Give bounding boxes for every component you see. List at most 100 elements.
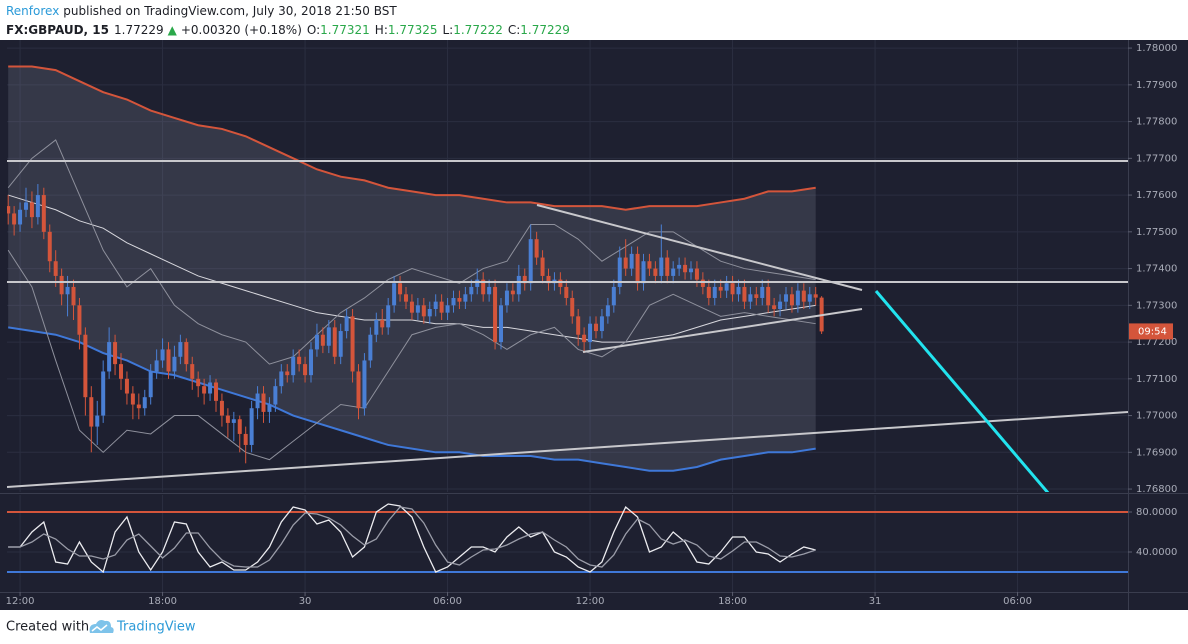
candle-body bbox=[694, 268, 699, 280]
candle-body bbox=[760, 286, 765, 298]
candle-body bbox=[570, 297, 575, 317]
candle-body bbox=[113, 342, 118, 365]
candle-body bbox=[493, 286, 498, 343]
low-value: 1.77222 bbox=[453, 23, 503, 37]
candle-body bbox=[172, 356, 177, 372]
candle-body bbox=[564, 286, 569, 298]
candle-body bbox=[190, 364, 195, 379]
candle-body bbox=[789, 294, 794, 306]
candle-body bbox=[700, 279, 705, 287]
candle-body bbox=[807, 294, 812, 302]
publish-line: Renforex published on TradingView.com, Ju… bbox=[6, 4, 397, 18]
oscillator-line bbox=[8, 506, 816, 568]
high-label: H: bbox=[375, 23, 388, 37]
high-value: 1.77325 bbox=[388, 23, 438, 37]
candle-body bbox=[671, 268, 676, 276]
candle-body bbox=[101, 371, 106, 416]
x-tick-label: 06:00 bbox=[1003, 596, 1032, 607]
candle-body bbox=[754, 294, 759, 298]
candle-body bbox=[41, 195, 46, 232]
candle-body bbox=[59, 275, 64, 295]
candle-body bbox=[540, 257, 545, 276]
projection-line bbox=[874, 290, 1050, 492]
candle-body bbox=[724, 283, 729, 291]
x-tick-label: 12:00 bbox=[6, 596, 35, 607]
last-price: 1.77229 bbox=[114, 23, 164, 37]
countdown-label: 09:54 bbox=[1138, 326, 1167, 337]
candle-body bbox=[273, 386, 278, 405]
candle-body bbox=[528, 239, 533, 284]
candle-body bbox=[326, 327, 331, 346]
candle-body bbox=[83, 334, 88, 398]
candle-body bbox=[635, 253, 640, 284]
candle-body bbox=[730, 283, 735, 295]
candle-body bbox=[659, 257, 664, 276]
y-tick-label: 1.77700 bbox=[1136, 153, 1177, 164]
candle-body bbox=[320, 334, 325, 346]
candle-body bbox=[77, 305, 82, 335]
candle-body bbox=[599, 316, 604, 332]
candle-body bbox=[297, 356, 302, 365]
open-label: O: bbox=[307, 23, 320, 37]
candle-body bbox=[718, 286, 723, 291]
candle-body bbox=[178, 342, 183, 357]
candle-body bbox=[196, 378, 201, 387]
x-tick-label: 18:00 bbox=[718, 596, 747, 607]
overlay-line bbox=[8, 65, 816, 211]
candle-body bbox=[588, 323, 593, 343]
x-tick-label: 31 bbox=[869, 596, 882, 607]
y-tick-label: 40.0000 bbox=[1136, 547, 1177, 558]
candle-body bbox=[772, 305, 777, 309]
candle-body bbox=[303, 364, 308, 376]
candle-body bbox=[214, 382, 218, 401]
candle-body bbox=[267, 404, 272, 412]
published: published on TradingView.com, July 30, 2… bbox=[63, 4, 397, 18]
candle-body bbox=[231, 419, 236, 423]
candle-body bbox=[594, 323, 598, 332]
drawings bbox=[7, 160, 1128, 492]
candle-body bbox=[481, 279, 486, 295]
overlay-line bbox=[7, 139, 816, 365]
candle-body bbox=[801, 290, 806, 302]
candle-body bbox=[47, 231, 52, 262]
logo-cloud bbox=[89, 620, 114, 633]
open-value: 1.77321 bbox=[320, 23, 370, 37]
candle-body bbox=[362, 360, 367, 409]
candle-body bbox=[350, 316, 355, 372]
candle-body bbox=[415, 305, 420, 313]
tradingview-logo bbox=[89, 620, 114, 633]
candle-body bbox=[71, 286, 76, 306]
candle-body bbox=[332, 327, 337, 357]
x-tick-label: 30 bbox=[299, 596, 312, 607]
candle-body bbox=[677, 264, 682, 269]
price-tag bbox=[1129, 323, 1173, 340]
candle-body bbox=[136, 404, 141, 409]
candle-body bbox=[261, 393, 266, 412]
oscillator-pane bbox=[7, 503, 1128, 574]
candle-body bbox=[309, 349, 313, 376]
close-value: 1.77229 bbox=[520, 23, 570, 37]
candle-body bbox=[510, 290, 515, 295]
candle-body bbox=[279, 371, 284, 387]
candle-body bbox=[576, 316, 581, 335]
y-tick-label: 1.76800 bbox=[1136, 484, 1177, 495]
candle-body bbox=[237, 419, 242, 434]
candle-body bbox=[65, 286, 70, 295]
footer-brand[interactable]: TradingView bbox=[116, 620, 196, 635]
candle-body bbox=[291, 356, 296, 376]
candle-body bbox=[653, 268, 658, 276]
candle-body bbox=[629, 253, 634, 269]
candle-body bbox=[18, 209, 23, 225]
candle-body bbox=[95, 415, 100, 427]
candle-body bbox=[475, 279, 480, 287]
candle-body bbox=[766, 286, 771, 306]
candle-body bbox=[469, 286, 474, 295]
y-tick-label: 1.76900 bbox=[1136, 447, 1177, 458]
candle-body bbox=[243, 433, 248, 445]
candle-body bbox=[504, 290, 509, 306]
candle-body bbox=[130, 393, 135, 405]
candle-body bbox=[665, 257, 670, 276]
candle-body bbox=[778, 301, 783, 309]
triangle-lower bbox=[582, 308, 863, 353]
